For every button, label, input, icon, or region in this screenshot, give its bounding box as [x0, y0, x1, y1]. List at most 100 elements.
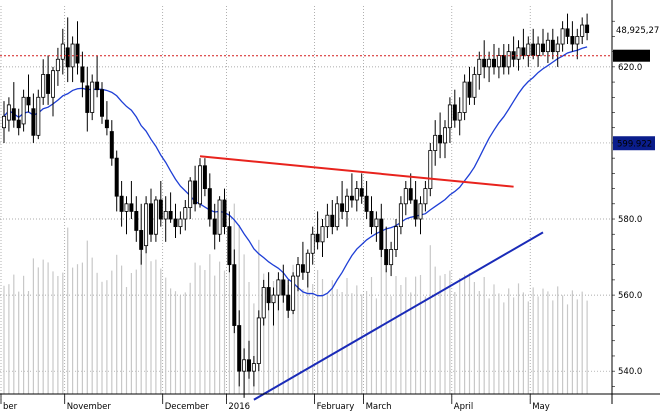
candle-body	[232, 264, 237, 326]
candle-body	[487, 58, 492, 68]
volume-bar	[566, 304, 569, 394]
candle-body	[398, 203, 403, 228]
volume-bar	[336, 289, 338, 394]
y-tick-label: 560.0	[618, 291, 642, 301]
volume-bar	[302, 289, 304, 394]
volume-bar	[454, 292, 456, 394]
volume-bar	[52, 271, 54, 394]
candle-body	[41, 74, 46, 98]
volume-bar	[488, 298, 490, 394]
candle-body	[585, 24, 590, 34]
candle-body	[526, 43, 531, 56]
volume-bar	[346, 278, 348, 394]
candle-body	[349, 195, 354, 201]
volume-bar	[576, 299, 578, 394]
x-tick-label: May	[532, 402, 550, 412]
volume-bar	[468, 273, 471, 394]
volume-bar	[537, 296, 539, 394]
candle-body	[580, 24, 585, 37]
candle-body	[393, 226, 398, 250]
candle-body	[521, 47, 526, 56]
candle-body	[90, 81, 95, 113]
candle-body	[55, 58, 60, 72]
last-price-tag-bg	[613, 49, 650, 62]
candle-body	[413, 199, 418, 220]
candle-body	[129, 203, 134, 212]
candle-body	[197, 165, 202, 205]
candle-body	[202, 165, 207, 189]
candle-body	[570, 36, 575, 45]
volume-bar	[508, 288, 510, 394]
candle-body	[418, 203, 423, 220]
candle-body	[467, 81, 472, 98]
volume-bar	[42, 259, 44, 394]
volume-bar	[101, 281, 103, 394]
volume-bar	[76, 264, 79, 394]
candle-body	[320, 226, 325, 243]
candle-body	[516, 47, 521, 60]
candle-body	[359, 188, 364, 197]
volume-bar	[478, 291, 480, 394]
candle-body	[575, 36, 580, 45]
candle-body	[428, 150, 433, 189]
candle-body	[100, 89, 105, 117]
candle-body	[452, 104, 457, 121]
volume-bar	[253, 303, 255, 394]
volume-bar	[3, 285, 5, 394]
candle-body	[310, 233, 315, 254]
candle-body	[354, 188, 359, 201]
volume-bar	[174, 291, 177, 394]
candle-body	[344, 195, 349, 212]
volume-bar	[542, 288, 544, 394]
candle-body	[447, 104, 452, 129]
candle-body	[536, 43, 541, 56]
candle-body	[433, 134, 438, 151]
candle-body	[183, 207, 188, 220]
candle-body	[148, 203, 153, 235]
volume-bar	[67, 227, 69, 394]
volume-bar	[194, 262, 196, 394]
x-tick-label: February	[317, 402, 355, 412]
volume-bar	[277, 290, 279, 394]
candle-body	[541, 43, 546, 53]
volume-bar	[184, 292, 186, 394]
volume-bar	[459, 278, 461, 394]
volume-bar	[37, 267, 39, 394]
candle-body	[75, 43, 80, 64]
volume-bar	[32, 258, 34, 394]
candle-body	[482, 58, 487, 68]
candle-body	[462, 81, 467, 113]
candle-body	[491, 58, 496, 68]
volume-bar	[150, 261, 152, 394]
volume-bar	[385, 268, 387, 394]
candle-body	[51, 70, 56, 98]
volume-bar	[498, 293, 500, 394]
candle-body	[6, 104, 11, 121]
candle-body	[266, 287, 271, 304]
y-tick-label: 540.0	[618, 367, 642, 377]
candle-body	[222, 199, 227, 228]
volume-bar	[586, 300, 588, 394]
y-tick-label: 620.0	[618, 63, 642, 73]
candle-body	[531, 43, 536, 56]
candle-body	[153, 199, 158, 235]
volume-bar	[424, 296, 426, 394]
volume-bar	[464, 274, 466, 394]
candle-body	[472, 74, 477, 98]
candle-body	[21, 96, 26, 125]
volume-bar	[503, 302, 505, 394]
volume-bar	[370, 277, 373, 394]
volume-bar	[219, 261, 221, 394]
candle-body	[139, 230, 144, 250]
candle-body	[26, 96, 31, 106]
volume-bar	[243, 254, 245, 394]
candle-body	[227, 226, 232, 266]
volume-bar	[400, 285, 402, 394]
candle-body	[408, 188, 413, 201]
candle-body	[315, 233, 320, 243]
candle-body	[379, 218, 384, 250]
candle-body	[188, 180, 193, 209]
candle-body	[261, 287, 266, 319]
